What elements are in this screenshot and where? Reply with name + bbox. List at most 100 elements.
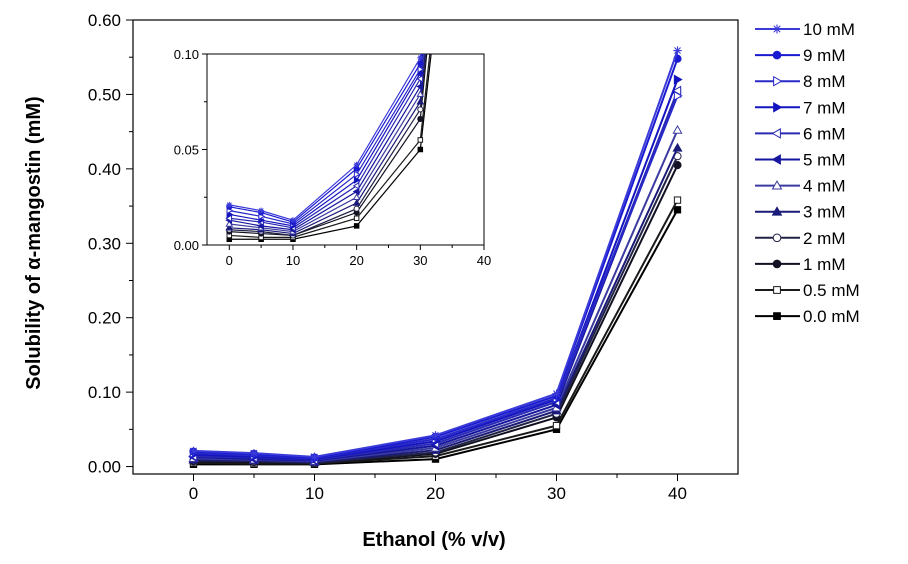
y-tick-label: 0.20	[88, 309, 121, 328]
legend-item: 7 mM	[755, 98, 846, 117]
legend-label: 1 mM	[803, 255, 846, 274]
legend-label: 10 mM	[803, 20, 855, 39]
series-line	[193, 95, 679, 460]
legend-marker	[772, 259, 782, 269]
legend-label: 4 mM	[803, 177, 846, 196]
data-point	[672, 124, 683, 134]
y-tick-label: 0.00	[88, 458, 121, 477]
inset-data-point	[226, 201, 233, 208]
inset-data-point	[352, 181, 360, 190]
inset-x-tick-label: 30	[413, 253, 427, 268]
legend-label: 7 mM	[803, 98, 846, 117]
series-line	[193, 50, 679, 458]
x-tick-label: 10	[305, 484, 324, 503]
inset-data-point	[416, 82, 424, 91]
inset-data-point	[225, 219, 234, 227]
legend-item: 5 mM	[755, 151, 846, 170]
series-line	[193, 92, 679, 462]
x-tick-label: 30	[547, 484, 566, 503]
legend-marker	[771, 180, 783, 190]
x-tick-label: 20	[426, 484, 445, 503]
inset-series-line	[229, 54, 422, 221]
legend-item: 9 mM	[755, 46, 846, 65]
y-axis-title: Solubility of α-mangostin (mM)	[23, 96, 45, 389]
legend-item: 8 mM	[755, 72, 846, 91]
legend-item: 2 mM	[755, 229, 846, 248]
inset-series-line	[229, 54, 423, 225]
inset-data-point	[352, 193, 361, 200]
y-tick-label: 0.60	[88, 11, 121, 30]
inset-data-point	[353, 205, 360, 212]
legend-item: 3 mM	[755, 203, 846, 222]
inset-plot: 0 10 20 30 40 0.00 0.05 0.10	[174, 47, 492, 268]
inset-x-tick-label: 0	[226, 253, 233, 268]
inset-data-point	[353, 223, 360, 229]
inset-data-point	[258, 207, 265, 214]
inset-x-tick-label: 20	[349, 253, 363, 268]
inset-y-tick-label: 0.00	[174, 238, 199, 253]
y-tick-label: 0.50	[88, 85, 121, 104]
legend-marker	[771, 154, 781, 165]
x-tick-label: 0	[189, 484, 198, 503]
inset-y-tick-label: 0.10	[174, 47, 199, 62]
data-point	[673, 206, 682, 214]
legend-marker	[772, 50, 782, 60]
inset-x-tick-label: 10	[286, 253, 300, 268]
y-tick-label: 0.30	[88, 234, 121, 253]
legend-marker	[771, 128, 781, 139]
legend-marker	[772, 233, 782, 243]
legend-item: 10 mM	[755, 20, 855, 39]
legend-label: 8 mM	[803, 72, 846, 91]
data-point	[673, 46, 682, 55]
inset-series-group	[225, 54, 432, 243]
y-tick-label: 0.40	[88, 160, 121, 179]
inset-series-line	[229, 54, 428, 237]
legend-item: 0.0 mM	[755, 307, 860, 326]
inset-data-point	[353, 176, 361, 184]
inset-y-tick-label: 0.05	[174, 143, 199, 158]
data-point	[249, 448, 259, 458]
inset-data-point	[352, 198, 361, 206]
inset-data-point	[353, 161, 360, 168]
inset-series-line	[229, 54, 426, 235]
legend-marker	[771, 206, 783, 216]
data-point	[189, 446, 198, 456]
legend-item: 4 mM	[755, 177, 846, 196]
y-tick-label: 0.10	[88, 383, 121, 402]
inset-data-point	[417, 65, 425, 74]
data-point	[310, 452, 319, 462]
data-point	[552, 389, 561, 398]
legend-item: 0.5 mM	[755, 281, 860, 300]
inset-series-line	[229, 54, 432, 240]
inset-data-point	[416, 90, 425, 97]
inset-data-point	[225, 223, 234, 231]
legend: 10 mM 9 mM 8 mM 7 mM 6 mM 5 mM 4 mM 3 mM 2 mM 1 m…	[755, 20, 860, 326]
legend-label: 2 mM	[803, 229, 846, 248]
inset-series-line	[229, 54, 431, 238]
data-point	[672, 142, 683, 152]
inset-data-point	[417, 106, 424, 113]
inset-data-point	[416, 97, 425, 105]
inset-series-line	[229, 54, 425, 233]
legend-marker	[772, 24, 782, 34]
legend-label: 3 mM	[803, 203, 846, 222]
legend-item: 1 mM	[755, 255, 846, 274]
legend-marker	[773, 75, 783, 87]
legend-marker	[773, 101, 783, 113]
inset-data-point	[353, 215, 360, 222]
data-point	[673, 90, 683, 101]
inset-data-point	[417, 146, 424, 153]
data-point	[552, 421, 561, 430]
legend-label: 6 mM	[803, 124, 846, 143]
inset-data-point	[417, 115, 424, 122]
main-plot: 0 10 20 30 40 0.00 0.10 0.20 0.30 0.40 0.50 0.60	[88, 11, 739, 503]
data-point	[673, 74, 683, 85]
inset-data-point	[289, 217, 296, 224]
x-tick-label: 40	[668, 484, 687, 503]
legend-marker	[773, 286, 781, 294]
inset-data-point	[352, 187, 360, 196]
series-line	[193, 199, 679, 465]
legend-marker	[773, 312, 781, 320]
